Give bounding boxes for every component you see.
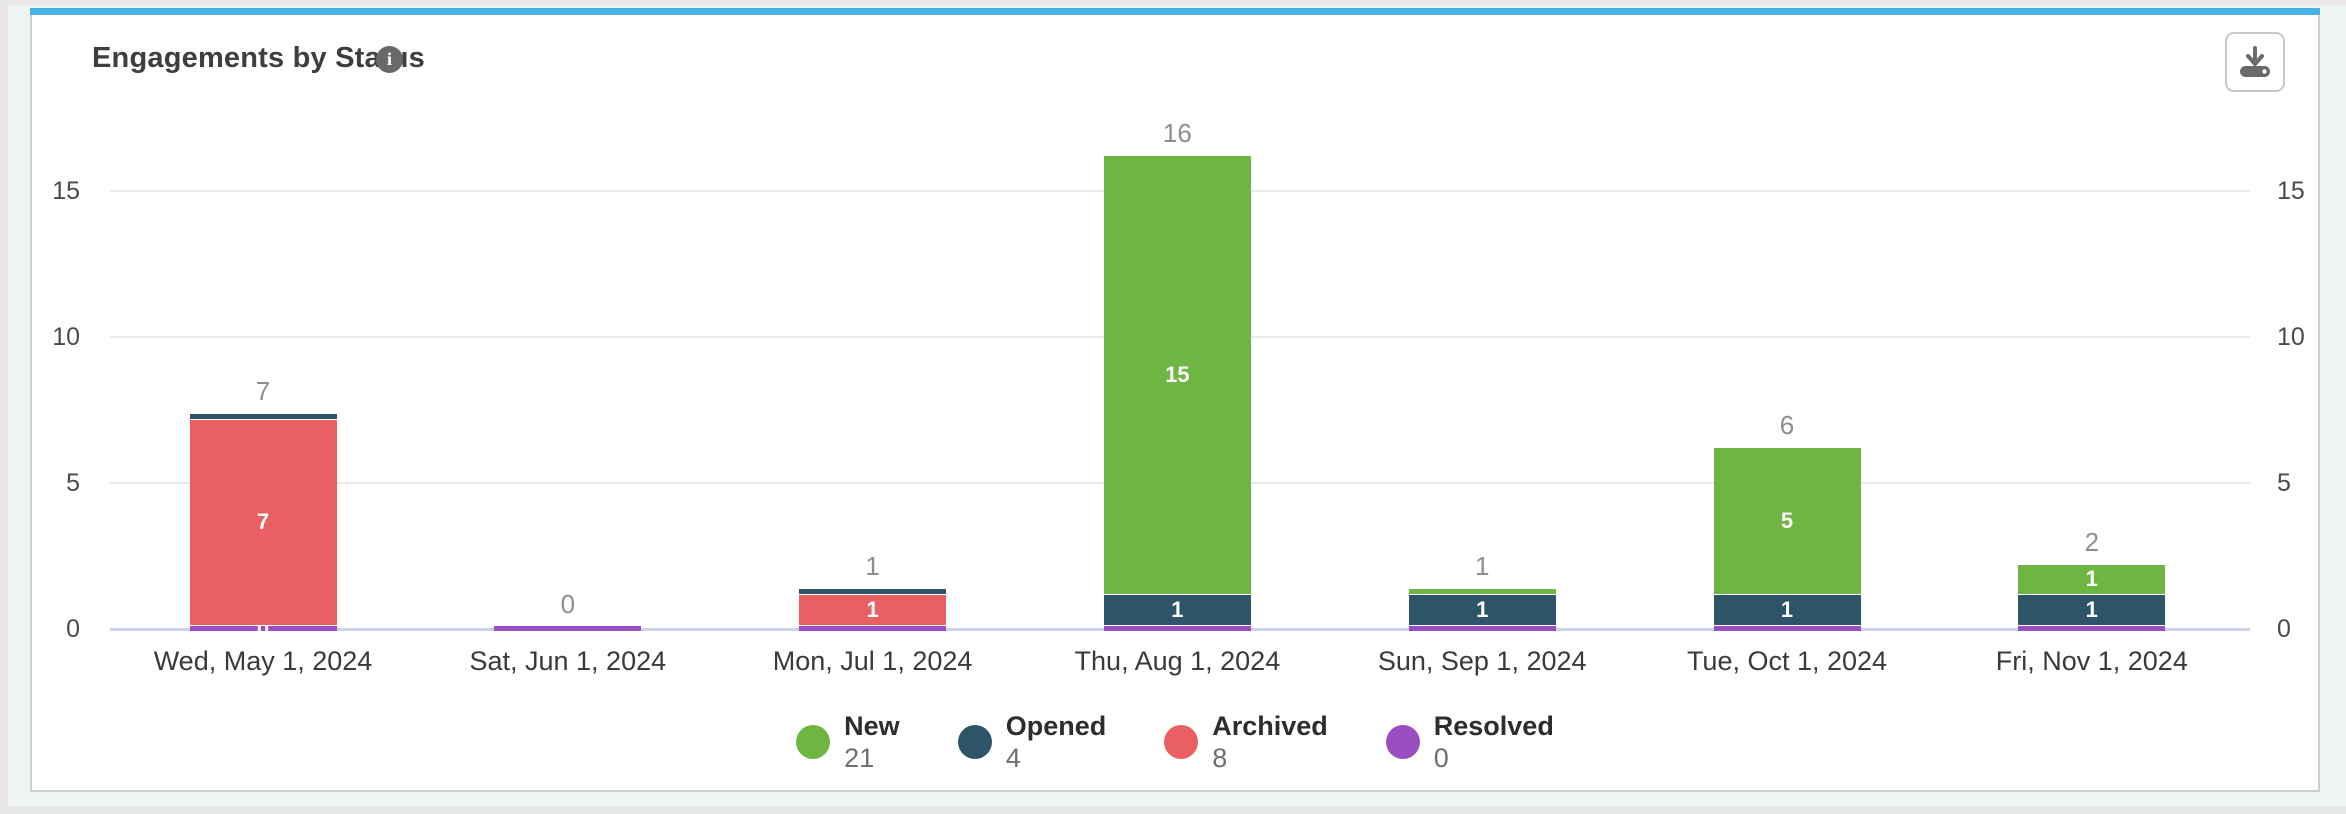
legend-item-opened[interactable]: Opened 4 — [957, 710, 1107, 774]
y-axis-label-left-10: 10 — [52, 323, 80, 351]
page-title: Engagements by Status — [92, 42, 425, 74]
bar-segment-value: 1 — [2085, 596, 2098, 622]
engagements-card: Engagements by Status i 0 0 5 5 10 10 15 15 0 7 7 W… — [30, 8, 2320, 792]
bar-segment-opened[interactable]: 1 — [1103, 595, 1251, 625]
legend-label: Opened — [1005, 711, 1107, 741]
bar-segment-opened[interactable] — [189, 413, 337, 419]
bar-segment-value: 5 — [1780, 507, 1794, 533]
bar-total-label: 16 — [1162, 118, 1192, 149]
bar-segment-value: 1 — [1476, 596, 1489, 622]
bar-segment-opened[interactable]: 1 — [2018, 595, 2166, 625]
bar-total-label: 7 — [255, 376, 271, 407]
legend-label: New — [844, 711, 900, 741]
y-axis-label-left-5: 5 — [66, 469, 80, 497]
bar-segment-new[interactable]: 5 — [1713, 447, 1861, 594]
legend-label: Resolved — [1433, 711, 1554, 741]
x-axis-label: Thu, Aug 1, 2024 — [1074, 646, 1281, 676]
bar-segment-resolved[interactable] — [1713, 626, 1861, 631]
bar-total-label: 6 — [1779, 410, 1795, 441]
info-icon[interactable]: i — [376, 46, 403, 73]
legend-text: Archived 8 — [1212, 710, 1328, 774]
bar-segment-opened[interactable]: 1 — [1713, 595, 1861, 625]
bar-segment-new[interactable] — [1408, 588, 1556, 594]
bar-segment-value: 1 — [1780, 596, 1794, 622]
legend-swatch-resolved-icon — [1385, 725, 1420, 759]
bar-total-label: 2 — [2084, 527, 2100, 558]
legend-count: 21 — [844, 743, 875, 773]
y-axis-label-left-0: 0 — [66, 615, 80, 643]
legend-count: 0 — [1433, 743, 1449, 773]
bar-segment-archived[interactable]: 7 — [189, 420, 337, 625]
download-button[interactable] — [2225, 32, 2285, 92]
legend-count: 4 — [1005, 743, 1021, 773]
legend-swatch-new-icon — [796, 725, 831, 759]
bar-segment-new[interactable]: 15 — [1103, 155, 1251, 594]
bar-segment-archived[interactable]: 1 — [799, 595, 947, 625]
bar-segment-opened[interactable]: 1 — [1408, 595, 1556, 625]
bar-segment-resolved[interactable] — [2018, 626, 2166, 631]
bar-segment-opened[interactable] — [799, 588, 947, 594]
x-axis-label: Sun, Sep 1, 2024 — [1377, 646, 1587, 676]
legend-text: Resolved 0 — [1434, 710, 1554, 774]
legend-text: Opened 4 — [1006, 710, 1107, 774]
legend-swatch-opened-icon — [957, 725, 992, 759]
x-axis-label: Tue, Oct 1, 2024 — [1686, 646, 1888, 676]
y-axis-label-left-15: 15 — [52, 177, 80, 205]
y-axis-label-right-15: 15 — [2277, 177, 2305, 205]
x-axis-label: Mon, Jul 1, 2024 — [772, 646, 973, 676]
bar-segment-value: 7 — [256, 509, 270, 535]
bar-total-label: 1 — [865, 551, 880, 582]
y-axis-label-right-5: 5 — [2277, 469, 2291, 497]
legend-item-resolved[interactable]: Resolved 0 — [1385, 710, 1554, 774]
legend-swatch-archived-icon — [1164, 725, 1199, 759]
bar-segment-resolved[interactable] — [494, 626, 642, 631]
bar-segment-resolved[interactable]: 0 — [189, 616, 337, 641]
bar-segment-value: 15 — [1165, 361, 1190, 387]
x-axis-label: Fri, Nov 1, 2024 — [1995, 646, 2188, 676]
legend-item-new[interactable]: New 21 — [796, 710, 900, 774]
bar-segment-resolved[interactable] — [1408, 626, 1556, 631]
legend-label: Archived — [1212, 711, 1328, 741]
bar-total-label: 1 — [1474, 551, 1490, 582]
legend-item-archived[interactable]: Archived 8 — [1164, 710, 1328, 774]
legend-count: 8 — [1212, 743, 1228, 773]
legend-text: New 21 — [844, 710, 900, 774]
x-axis-label: Sat, Jun 1, 2024 — [469, 646, 667, 676]
chart-legend: New 21 Opened 4 Archived 8 Resolved 0 — [32, 710, 2318, 774]
card-accent-bar — [30, 8, 2320, 15]
bar-segment-resolved[interactable] — [799, 626, 947, 631]
bar-segment-resolved[interactable] — [1103, 626, 1251, 631]
bar-segment-value: 1 — [1171, 596, 1184, 622]
y-axis-label-right-10: 10 — [2277, 323, 2305, 351]
bar-segment-new[interactable]: 1 — [2018, 564, 2166, 594]
bar-segment-value: 1 — [2085, 566, 2098, 592]
download-icon — [2240, 46, 2270, 77]
x-axis-label: Wed, May 1, 2024 — [153, 646, 373, 676]
y-axis-label-right-0: 0 — [2277, 615, 2291, 643]
bar-segment-value: 1 — [866, 596, 879, 622]
bar-total-label: 0 — [560, 588, 576, 619]
